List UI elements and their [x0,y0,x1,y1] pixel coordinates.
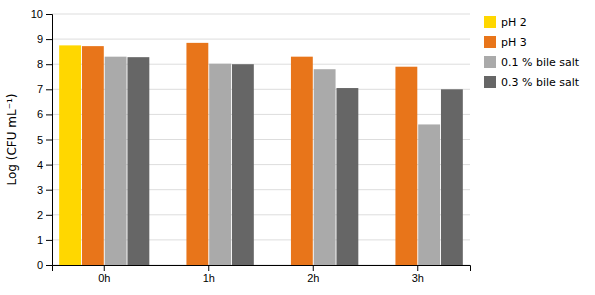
legend-item: 0.3 % bile salt [484,76,580,89]
legend-label: 0.1 % bile salt [501,56,580,69]
y-tick: 1 [37,234,52,246]
bar-series [82,43,417,265]
legend-label: pH 3 [501,36,527,49]
x-tick-label: 1h [203,272,215,284]
y-tick: 6 [37,108,52,120]
x-tick: 0h [98,265,110,284]
y-tick: 0 [37,259,52,271]
legend-swatch [484,36,496,48]
y-tick: 2 [37,209,52,221]
legend-label: pH 2 [501,16,527,29]
x-tick-mark [104,265,105,271]
bar [105,57,127,265]
y-tick: 7 [37,83,52,95]
grid-line [52,14,470,15]
y-tick-label: 4 [37,159,43,171]
y-tick-label: 10 [31,8,43,20]
x-tick: 3h [412,265,424,284]
x-tick-mark [208,265,209,271]
bar-series [127,57,462,265]
x-tick-label: 3h [412,272,424,284]
x-axis-line [53,266,471,272]
bar [441,89,463,265]
y-tick-label: 2 [37,209,43,221]
y-tick-mark [46,240,52,241]
bar [232,64,254,265]
bar [127,57,149,265]
y-tick: 10 [31,8,52,20]
y-tick-label: 1 [37,234,43,246]
plot: 0h 1h 2h 3h 0 1 2 3 4 5 6 7 8 9 10 Log (CFU mL⁻¹) [5,8,471,284]
bars [59,43,463,265]
x-tick-mark [313,265,314,271]
legend: pH 2 pH 3 0.1 % bile salt 0.3 % bile salt [484,16,580,89]
bar [314,69,336,265]
y-tick-mark [46,14,52,15]
y-tick-label: 3 [37,184,43,196]
bar [291,57,313,265]
x-tick-label: 0h [98,272,110,284]
bar-series [105,57,440,265]
y-tick-label: 9 [37,33,43,45]
bar [209,64,231,265]
y-tick-mark [46,215,52,216]
y-tick: 4 [37,159,52,171]
legend-label: 0.3 % bile salt [501,76,580,89]
y-tick-mark [46,190,52,191]
legend-item: pH 2 [484,16,527,29]
y-tick: 8 [37,58,52,70]
y-axis-title: Log (CFU mL⁻¹) [5,93,19,185]
y-tick-mark [46,265,52,266]
grid [52,14,470,265]
chart: 0h1h2h3h012345678910Log (CFU mL⁻¹)pH 2pH… [0,0,595,295]
y-tick-mark [46,39,52,40]
y-tick-label: 6 [37,108,43,120]
legend-item: pH 3 [484,36,527,49]
y-tick-mark [46,89,52,90]
x-axis: 0h 1h 2h 3h [53,265,471,284]
legend-swatch [484,76,496,88]
bar [418,124,440,265]
y-tick-label: 5 [37,134,43,146]
legend-swatch [484,16,496,28]
bar [395,67,417,265]
y-tick-mark [46,114,52,115]
bar [186,43,208,265]
y-tick-label: 8 [37,58,43,70]
y-tick: 5 [37,134,52,146]
bar-series [59,45,81,265]
legend-swatch [484,56,496,68]
y-tick-label: 7 [37,83,43,95]
x-tick-label: 2h [307,272,319,284]
x-tick: 2h [307,265,319,284]
legend-item: 0.1 % bile salt [484,56,580,69]
y-tick-mark [46,165,52,166]
grid-line [52,39,470,40]
x-tick-mark [417,265,418,271]
bar [59,45,81,265]
x-tick: 1h [203,265,215,284]
y-tick: 9 [37,33,52,45]
y-tick-mark [46,140,52,141]
bar [82,46,104,265]
bar [336,88,358,265]
y-tick-label: 0 [37,259,43,271]
y-axis: 0 1 2 3 4 5 6 7 8 9 10 [31,8,53,271]
y-tick: 3 [37,184,52,196]
y-tick-mark [46,64,52,65]
y-axis-line [46,15,53,266]
